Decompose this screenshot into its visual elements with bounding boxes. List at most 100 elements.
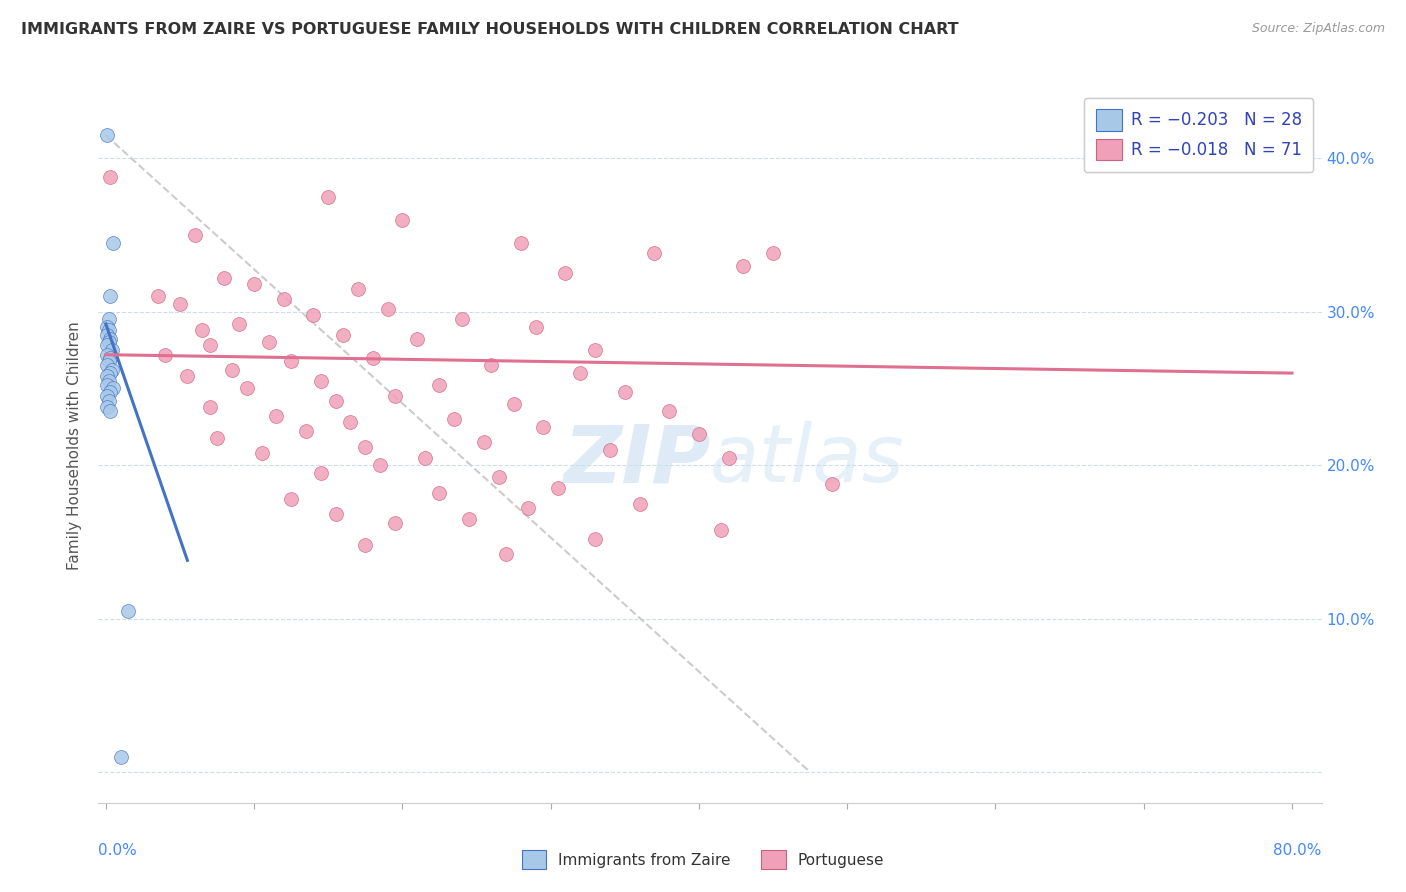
Point — [406, 332, 429, 346]
Point — [214, 271, 236, 285]
Point — [347, 282, 370, 296]
Point — [97, 323, 120, 337]
Point — [96, 327, 118, 342]
Point — [613, 384, 636, 399]
Point — [524, 320, 547, 334]
Point — [96, 320, 118, 334]
Point — [198, 338, 221, 352]
Point — [273, 293, 295, 307]
Point — [472, 435, 495, 450]
Point — [103, 235, 125, 250]
Point — [429, 485, 451, 500]
Point — [384, 389, 406, 403]
Point — [377, 301, 399, 316]
Point — [96, 369, 118, 384]
Point — [100, 363, 122, 377]
Point — [98, 351, 121, 365]
Point — [98, 384, 121, 399]
Text: Source: ZipAtlas.com: Source: ZipAtlas.com — [1251, 22, 1385, 36]
Point — [97, 335, 120, 350]
Point — [176, 369, 198, 384]
Point — [517, 501, 540, 516]
Point — [198, 400, 221, 414]
Point — [599, 442, 621, 457]
Point — [221, 363, 243, 377]
Legend: Immigrants from Zaire, Portuguese: Immigrants from Zaire, Portuguese — [516, 844, 890, 875]
Point — [339, 415, 361, 429]
Point — [643, 246, 665, 260]
Point — [554, 266, 576, 280]
Point — [309, 466, 332, 480]
Point — [710, 523, 733, 537]
Point — [531, 419, 554, 434]
Point — [257, 335, 280, 350]
Text: IMMIGRANTS FROM ZAIRE VS PORTUGUESE FAMILY HOUSEHOLDS WITH CHILDREN CORRELATION : IMMIGRANTS FROM ZAIRE VS PORTUGUESE FAMI… — [21, 22, 959, 37]
Point — [235, 381, 257, 395]
Point — [184, 227, 207, 242]
Point — [502, 397, 524, 411]
Point — [98, 169, 121, 184]
Point — [309, 374, 332, 388]
Point — [688, 427, 710, 442]
Point — [266, 409, 288, 423]
Point — [295, 425, 318, 439]
Point — [488, 470, 510, 484]
Point — [100, 343, 122, 357]
Point — [443, 412, 465, 426]
Text: 0.0%: 0.0% — [98, 843, 138, 858]
Point — [205, 431, 228, 445]
Point — [547, 481, 569, 495]
Point — [450, 312, 472, 326]
Point — [325, 508, 347, 522]
Point — [280, 491, 302, 506]
Point — [762, 246, 785, 260]
Text: 80.0%: 80.0% — [1274, 843, 1322, 858]
Point — [98, 289, 121, 303]
Point — [583, 532, 606, 546]
Point — [250, 446, 273, 460]
Point — [479, 359, 502, 373]
Point — [97, 354, 120, 368]
Text: atlas: atlas — [710, 421, 905, 500]
Point — [458, 512, 481, 526]
Point — [96, 400, 118, 414]
Point — [97, 393, 120, 408]
Point — [98, 332, 121, 346]
Point — [153, 348, 176, 362]
Point — [96, 128, 118, 143]
Point — [96, 359, 118, 373]
Point — [110, 749, 132, 764]
Text: ZIP: ZIP — [562, 421, 710, 500]
Point — [413, 450, 436, 465]
Point — [354, 538, 377, 552]
Point — [821, 476, 844, 491]
Point — [98, 366, 121, 380]
Point — [325, 393, 347, 408]
Point — [354, 440, 377, 454]
Point — [243, 277, 266, 291]
Y-axis label: Family Households with Children: Family Households with Children — [67, 322, 83, 570]
Point — [733, 259, 755, 273]
Point — [302, 308, 325, 322]
Point — [117, 604, 139, 618]
Point — [332, 327, 354, 342]
Point — [569, 366, 592, 380]
Point — [146, 289, 169, 303]
Point — [316, 189, 339, 203]
Point — [280, 354, 302, 368]
Point — [658, 404, 681, 418]
Point — [98, 404, 121, 418]
Point — [368, 458, 391, 473]
Point — [96, 389, 118, 403]
Point — [384, 516, 406, 531]
Point — [169, 297, 191, 311]
Point — [96, 378, 118, 392]
Point — [97, 312, 120, 326]
Point — [717, 450, 740, 465]
Point — [495, 547, 517, 561]
Point — [191, 323, 214, 337]
Point — [96, 348, 118, 362]
Point — [228, 317, 250, 331]
Point — [510, 235, 533, 250]
Point — [103, 381, 125, 395]
